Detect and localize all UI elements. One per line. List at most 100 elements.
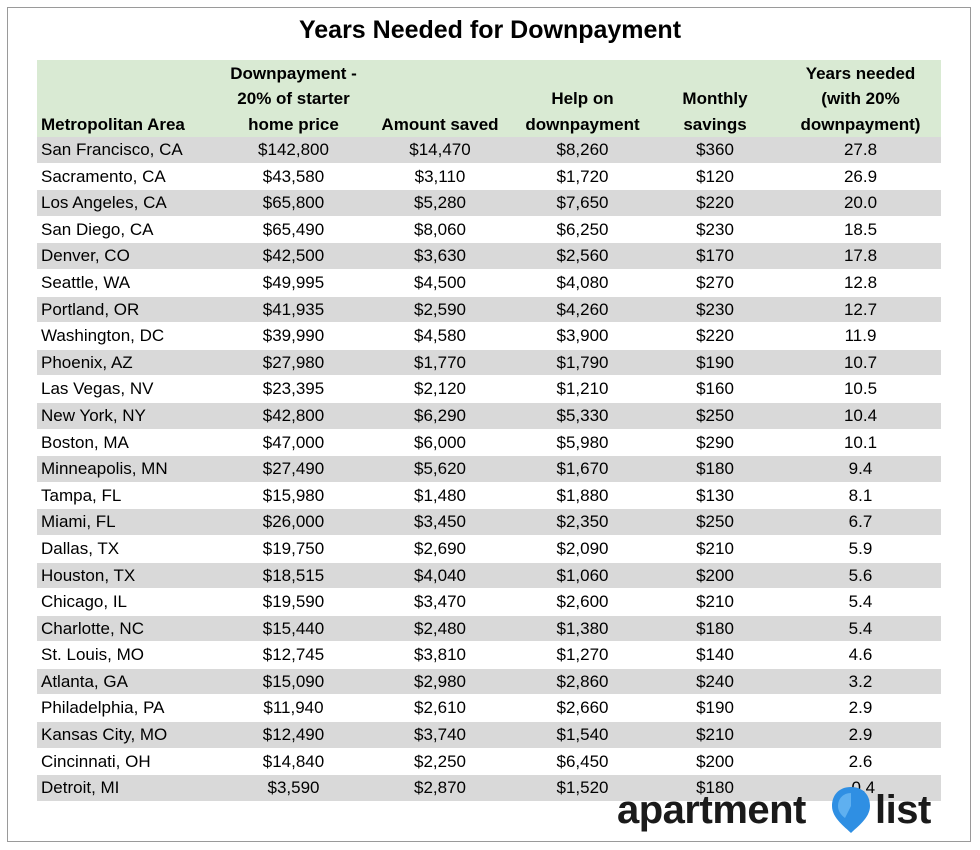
value-cell: $200 [696, 751, 734, 771]
value-cell: $160 [696, 379, 734, 399]
value-cell: $6,000 [414, 432, 466, 452]
logo-text-apartment: apartment [617, 788, 806, 832]
table-row: Minneapolis, MN $27,490 $5,620 $1,670 $180 9.… [37, 455, 941, 483]
table-row: St. Louis, MO $12,745 $3,810 $1,270 $140 4.6 [37, 642, 941, 669]
value-cell: $140 [696, 645, 734, 665]
value-cell: $2,600 [556, 592, 609, 612]
value-cell: $210 [696, 592, 734, 612]
value-cell: 2.6 [848, 751, 873, 771]
value-cell: $6,290 [365, 402, 515, 430]
logo-text-list: list [875, 788, 931, 832]
value-cell: $14,470 [365, 137, 515, 164]
value-cell: $4,500 [414, 272, 466, 292]
table-row: Boston, MA $47,000 $6,000 $5,980 $290 10.1 [37, 429, 941, 456]
value-cell: $42,800 [222, 402, 365, 430]
metro-area-cell: Seattle, WA [41, 272, 131, 292]
value-cell: $2,660 [556, 698, 609, 718]
table-row: San Diego, CA $65,490 $8,060 $6,250 $230 18.5 [37, 216, 941, 243]
metro-area-cell: Washington, DC [41, 326, 165, 346]
value-cell: $2,480 [365, 615, 515, 642]
value-cell: $49,995 [262, 272, 325, 292]
value-cell: $1,670 [515, 455, 650, 483]
table-row: Philadelphia, PA $11,940 $2,610 $2,660 $190 2… [37, 695, 941, 722]
metro-area-cell: Kansas City, MO [37, 721, 222, 749]
value-cell: $43,580 [262, 166, 325, 186]
value-cell: $2,560 [515, 242, 650, 270]
metro-area-cell: St. Louis, MO [41, 645, 144, 665]
metro-area-cell: Detroit, MI [37, 774, 222, 802]
metro-area-cell: Los Angeles, CA [37, 189, 222, 217]
value-cell: $1,790 [515, 349, 650, 376]
value-cell: $6,450 [556, 751, 609, 771]
value-cell: $270 [696, 272, 734, 292]
value-cell: $5,330 [515, 402, 650, 430]
table-body: San Francisco, CA $142,800 $14,470 $8,260 $3… [37, 137, 941, 802]
table-row: Atlanta, GA $15,090 $2,980 $2,860 $240 3.2 [37, 668, 941, 695]
table-row: Charlotte, NC $15,440 $2,480 $1,380 $180 5.4 [37, 615, 941, 642]
table-row: New York, NY $42,800 $6,290 $5,330 $250 10.4 [37, 402, 941, 430]
table-row: Detroit, MI $3,590 $2,870 $1,520 $180 -0.4 [37, 774, 941, 802]
value-cell: $3,630 [365, 242, 515, 270]
table-row: Las Vegas, NV $23,395 $2,120 $1,210 $160 10.5 [37, 376, 941, 403]
value-cell: $230 [696, 219, 734, 239]
value-cell: $190 [650, 349, 780, 376]
value-cell: $1,880 [556, 485, 609, 505]
value-cell: 5.4 [780, 615, 941, 642]
value-cell: $230 [650, 296, 780, 323]
value-cell: $15,440 [222, 615, 365, 642]
metro-area-cell: New York, NY [37, 402, 222, 430]
value-cell: $1,520 [515, 774, 650, 802]
metro-area-cell: San Francisco, CA [37, 137, 222, 164]
metro-area-cell: Minneapolis, MN [37, 455, 222, 483]
metro-area-cell: Atlanta, GA [37, 668, 222, 695]
value-cell: 5.4 [848, 592, 873, 612]
metro-area-cell: Tampa, FL [41, 485, 122, 505]
metro-area-cell: Houston, TX [37, 562, 222, 589]
value-cell: 2.9 [848, 698, 873, 718]
value-cell: $130 [696, 485, 734, 505]
value-cell: $250 [650, 508, 780, 536]
value-cell: $18,515 [222, 562, 365, 589]
value-cell: $2,860 [515, 668, 650, 695]
value-cell: $1,540 [515, 721, 650, 749]
value-cell: $42,500 [222, 242, 365, 270]
table-row: Phoenix, AZ $27,980 $1,770 $1,790 $190 10.7 [37, 349, 941, 376]
value-cell: $5,980 [556, 432, 609, 452]
value-cell: $4,080 [556, 272, 609, 292]
value-cell: 8.1 [848, 485, 873, 505]
chart-frame [7, 7, 971, 842]
metro-area-cell: Dallas, TX [41, 538, 120, 558]
value-cell: $240 [650, 668, 780, 695]
value-cell: $3,450 [365, 508, 515, 536]
value-cell: 20.0 [780, 189, 941, 217]
value-cell: 10.4 [780, 402, 941, 430]
column-header: Monthly savings [650, 60, 780, 137]
value-cell: $1,480 [414, 485, 466, 505]
column-header: Years needed (with 20% downpayment) [780, 60, 941, 137]
table-row: Los Angeles, CA $65,800 $5,280 $7,650 $220 20… [37, 189, 941, 217]
value-cell: $190 [696, 698, 734, 718]
table-row: Tampa, FL $15,980 $1,480 $1,880 $130 8.1 [37, 482, 941, 509]
value-cell: $360 [650, 137, 780, 164]
value-cell: $14,840 [262, 751, 325, 771]
value-cell: $180 [650, 615, 780, 642]
header-row: Metropolitan Area Downpayment -20% of sta… [37, 60, 941, 137]
value-cell: $2,350 [515, 508, 650, 536]
map-pin-icon [832, 787, 870, 833]
value-cell: 10.7 [780, 349, 941, 376]
value-cell: $142,800 [222, 137, 365, 164]
value-cell: $19,590 [262, 592, 325, 612]
metro-area-cell: Phoenix, AZ [37, 349, 222, 376]
metro-area-cell: San Diego, CA [41, 219, 154, 239]
table-row: Kansas City, MO $12,490 $3,740 $1,540 $210 2.… [37, 721, 941, 749]
value-cell: $1,380 [515, 615, 650, 642]
value-cell: $12,745 [262, 645, 325, 665]
value-cell: $7,650 [515, 189, 650, 217]
value-cell: 3.2 [780, 668, 941, 695]
metro-area-cell: Portland, OR [37, 296, 222, 323]
value-cell: $2,870 [365, 774, 515, 802]
value-cell: $2,610 [414, 698, 466, 718]
value-cell: $1,770 [365, 349, 515, 376]
metro-area-cell: Cincinnati, OH [41, 751, 151, 771]
value-cell: $8,260 [515, 137, 650, 164]
